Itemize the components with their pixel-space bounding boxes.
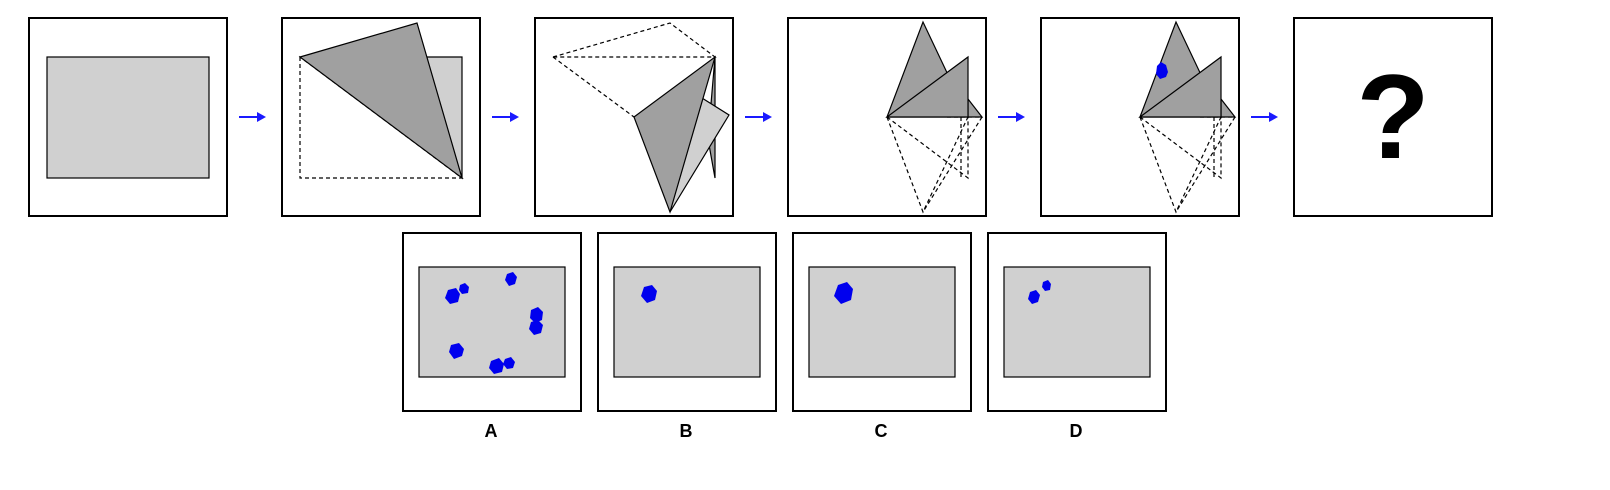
step-2-panel [281, 17, 481, 217]
folded-flap [298, 22, 464, 180]
fold-outline-dashed [552, 56, 635, 118]
option-b-label[interactable]: B [679, 421, 693, 441]
fold-outline-dashed [552, 22, 717, 58]
punched-hole [1042, 280, 1051, 291]
question-mark: ? [1356, 50, 1430, 184]
step-1-figure [46, 56, 210, 179]
step-2-figure [298, 22, 464, 180]
option-d-panel[interactable] [987, 232, 1167, 412]
option-c-panel[interactable] [792, 232, 972, 412]
punched-hole [834, 282, 853, 304]
fold-outline-dashed [922, 116, 984, 213]
punched-hole [489, 358, 504, 374]
arrow-icon [998, 112, 1025, 122]
paper-edge-strip [967, 97, 984, 118]
arrow-icon [745, 112, 772, 122]
punched-hole [529, 320, 543, 335]
folded-flap [633, 55, 717, 214]
punched-hole [1156, 62, 1168, 79]
fold-outline-dashed [1139, 116, 1222, 180]
arrow-icon [492, 112, 519, 122]
punched-hole [641, 285, 657, 303]
paper-sheet [613, 266, 761, 378]
paper-sheet [418, 266, 566, 378]
step-4-figure [885, 20, 984, 214]
fold-outline-dashed [886, 116, 969, 180]
punched-hole [449, 343, 464, 359]
step-4-panel [787, 17, 987, 217]
option-c-figure [808, 266, 956, 378]
punched-hole [530, 307, 543, 323]
folded-flap-front [1138, 55, 1222, 118]
fold-outline-dashed [1175, 116, 1237, 213]
step-3-panel [534, 17, 734, 217]
option-a-panel[interactable] [402, 232, 582, 412]
arrow-icon [239, 112, 266, 122]
step-1-panel [28, 17, 228, 217]
option-b-figure [613, 266, 761, 378]
arrow-icon [1251, 112, 1278, 122]
step-5-figure [1138, 20, 1237, 214]
option-a-figure [418, 266, 566, 378]
punched-hole [445, 288, 460, 304]
option-c-label[interactable]: C [874, 421, 888, 441]
folded-flap-front [885, 55, 969, 118]
punched-hole [503, 357, 515, 369]
option-a-label[interactable]: A [484, 421, 498, 441]
punched-hole [505, 272, 517, 286]
question-panel: ? [1293, 17, 1493, 217]
paper-sheet [1003, 266, 1151, 378]
step-5-panel [1040, 17, 1240, 217]
option-b-panel[interactable] [597, 232, 777, 412]
fold-outline-dashed [886, 116, 969, 214]
option-d-label[interactable]: D [1069, 421, 1083, 441]
fold-outline-dashed [1139, 116, 1222, 214]
paper-sheet [46, 56, 210, 179]
punched-hole [459, 283, 469, 294]
step-3-figure [552, 22, 730, 214]
punched-hole [1028, 290, 1040, 304]
option-d-figure [1003, 266, 1151, 378]
paper-sheet [808, 266, 956, 378]
paper-edge-strip [1220, 97, 1237, 118]
